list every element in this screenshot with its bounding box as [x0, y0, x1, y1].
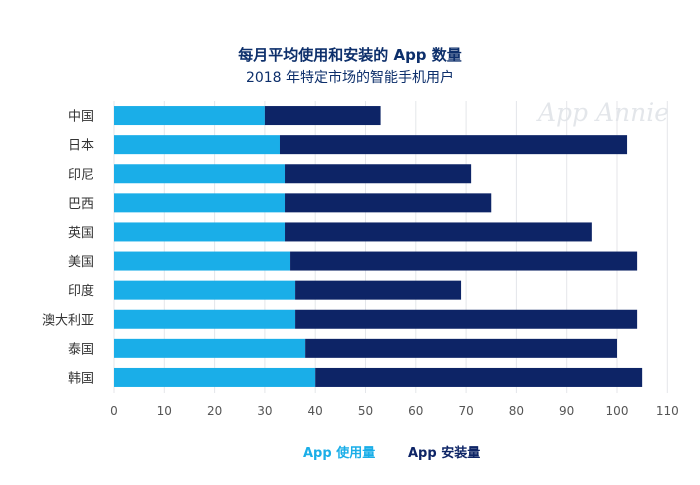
x-tick-label: 30 — [257, 404, 272, 418]
bar-used — [114, 135, 280, 155]
bar-installed — [285, 222, 592, 242]
bar-installed — [305, 338, 617, 358]
bar-installed — [285, 193, 492, 213]
bar-used — [114, 106, 265, 126]
bar-installed — [315, 367, 643, 387]
watermark-logo: App Annie — [538, 98, 670, 127]
chart-subtitle: 2018 年特定市场的智能手机用户 — [245, 70, 455, 86]
x-tick-label: 90 — [559, 404, 574, 418]
category-label: 中国 — [68, 110, 94, 125]
bar-installed — [290, 251, 638, 271]
category-label: 韩国 — [68, 371, 94, 386]
bar-used — [114, 222, 286, 242]
bar-installed — [279, 135, 628, 155]
category-label: 印尼 — [68, 168, 94, 183]
bar-used — [114, 251, 291, 271]
category-label: 美国 — [68, 255, 94, 270]
bar-used — [114, 309, 296, 329]
x-tick-label: 20 — [207, 404, 222, 418]
bar-used — [114, 193, 286, 213]
category-label: 英国 — [68, 226, 94, 241]
category-label: 巴西 — [68, 197, 94, 212]
x-tick-label: 0 — [110, 404, 118, 418]
legend-used: App 使用量 — [303, 446, 376, 461]
category-label: 澳大利亚 — [42, 312, 94, 328]
bar-installed — [295, 280, 462, 300]
x-tick-label: 50 — [358, 404, 373, 418]
bar-used — [114, 164, 286, 184]
x-tick-label: 40 — [308, 404, 323, 418]
bar-used — [114, 280, 296, 300]
bar-installed — [264, 106, 381, 126]
bar-used — [114, 338, 306, 358]
x-tick-label: 80 — [509, 404, 524, 418]
bar-used — [114, 367, 316, 387]
x-tick-label: 70 — [458, 404, 473, 418]
x-tick-label: 110 — [656, 404, 679, 418]
bar-installed — [295, 309, 638, 329]
category-label: 日本 — [68, 139, 94, 154]
x-tick-label: 10 — [157, 404, 172, 418]
x-tick-label: 100 — [606, 404, 629, 418]
category-label: 泰国 — [68, 342, 94, 357]
legend-installed: App 安装量 — [408, 446, 481, 461]
category-label: 印度 — [68, 283, 94, 299]
chart-title: 每月平均使用和安装的 App 数量 — [238, 46, 462, 64]
x-tick-label: 60 — [408, 404, 423, 418]
bar-installed — [285, 164, 472, 184]
